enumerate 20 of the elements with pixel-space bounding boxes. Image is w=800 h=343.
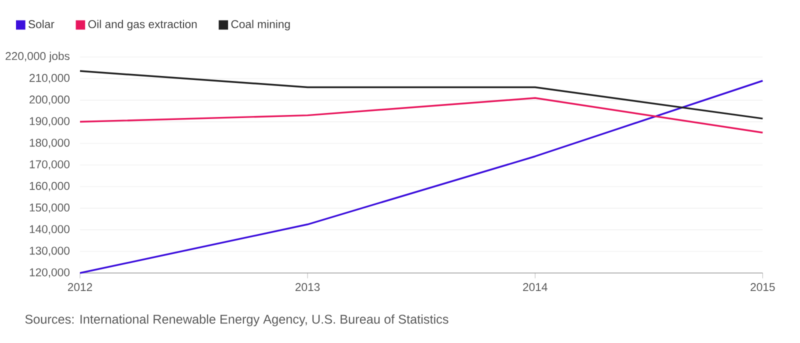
source-note: Sources: International Renewable Energy Agency, U.S. Bureau of Statistics bbox=[25, 314, 448, 326]
y-tick-label: 180,000 bbox=[30, 138, 70, 148]
y-tick-label: 170,000 bbox=[30, 160, 70, 170]
y-tick-label: 220,000 jobs bbox=[6, 52, 70, 62]
line-series bbox=[79, 97, 764, 134]
y-tick-label: 130,000 bbox=[30, 246, 70, 256]
legend-label: Solar bbox=[28, 20, 54, 28]
y-tick-label: 200,000 bbox=[30, 96, 70, 105]
y-tick-label: 210,000 bbox=[30, 74, 70, 84]
y-tick-label: 190,000 bbox=[30, 117, 70, 126]
legend-label: Coal mining bbox=[231, 20, 290, 30]
x-tick-label: 2013 bbox=[296, 283, 320, 292]
legend-label: Oil and gas extraction bbox=[88, 20, 197, 30]
y-tick-label: 160,000 bbox=[30, 182, 70, 192]
x-tick-label: 2014 bbox=[523, 283, 548, 292]
y-tick-label: 140,000 bbox=[30, 225, 70, 234]
y-tick-label: 150,000 bbox=[30, 204, 70, 213]
y-tick-label: 120,000 bbox=[30, 268, 70, 278]
x-tick-label: 2015 bbox=[750, 283, 775, 292]
x-tick-label: 2012 bbox=[68, 283, 92, 292]
